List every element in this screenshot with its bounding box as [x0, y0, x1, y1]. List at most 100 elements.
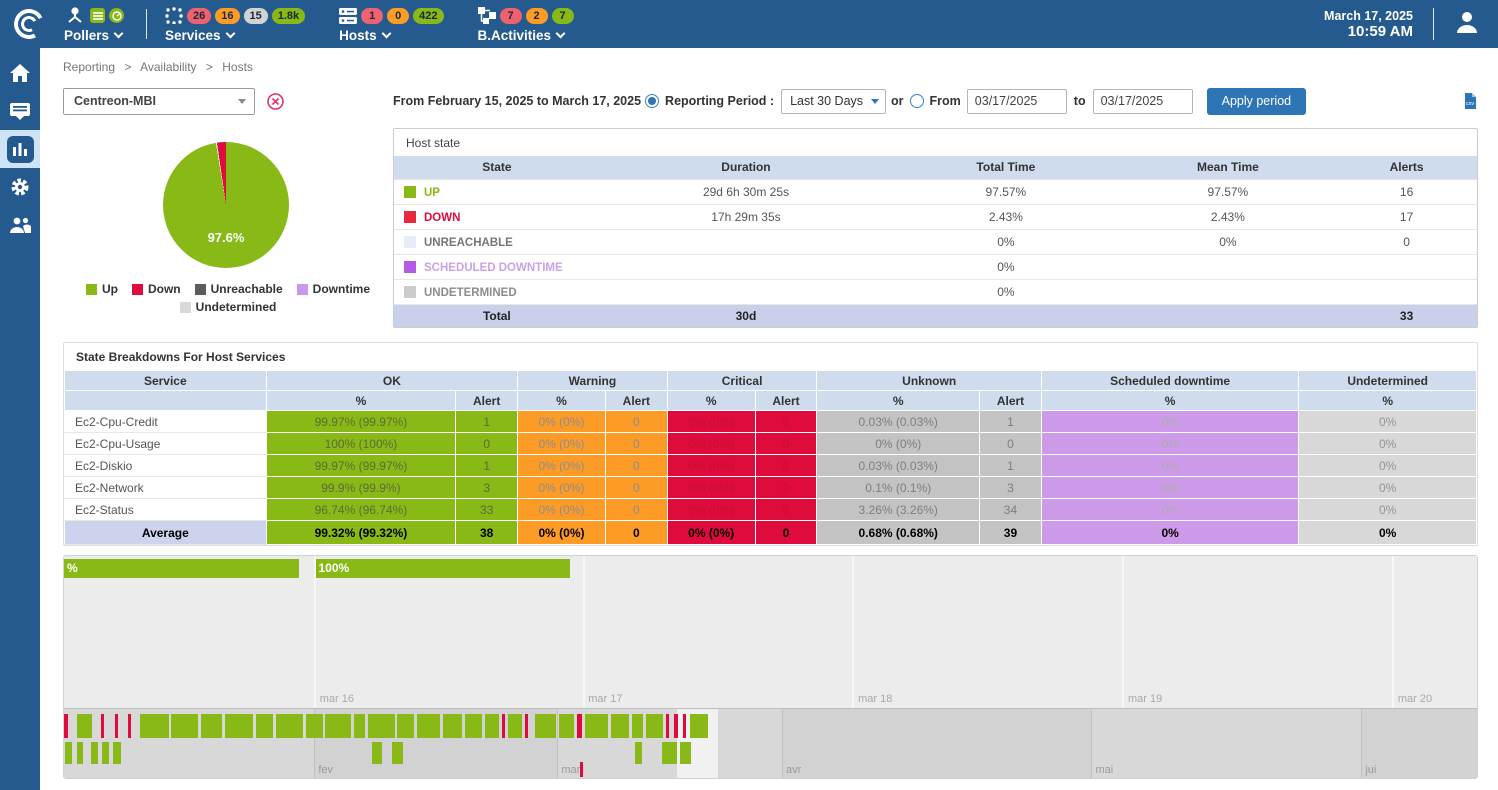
- up-total-time: 97.57%: [892, 178, 1120, 204]
- month-gridline: [314, 709, 316, 778]
- host-select-value: Centreon-MBI: [74, 94, 156, 108]
- undetermined-state-label: UNDETERMINED: [424, 286, 517, 299]
- alert-segment: [127, 714, 132, 738]
- sidebar-item-administration[interactable]: [0, 206, 40, 244]
- svg-text:csv: csv: [1466, 101, 1475, 107]
- poller-latency-icon: [109, 8, 124, 23]
- current-date: March 17, 2025: [1324, 8, 1413, 23]
- legend-undetermined-swatch: [179, 301, 191, 313]
- total-label: Total: [394, 303, 600, 327]
- centreon-logo[interactable]: [0, 5, 58, 43]
- export-csv-icon[interactable]: csv: [1462, 93, 1478, 109]
- breadcrumb-availability[interactable]: Availability: [140, 60, 197, 74]
- col-critical: Critical: [666, 370, 818, 391]
- total-alerts: 33: [1336, 303, 1477, 327]
- crit-pct: 0% (0%): [666, 454, 756, 477]
- up-duration: 29d 6h 30m 25s: [599, 178, 893, 204]
- uptime-bar: %: [64, 559, 299, 578]
- up-state-swatch: [404, 185, 416, 198]
- menu-pollers[interactable]: Pollers: [64, 6, 124, 43]
- custom-period-radio[interactable]: [909, 94, 924, 108]
- ok-segment: [610, 714, 630, 738]
- sidebar-item-configuration[interactable]: [0, 168, 40, 206]
- breakdown-service-row: Ec2-Cpu-Credit 99.97% (99.97%) 1 0% (0%) 0 0%…: [64, 410, 1477, 433]
- legend-unreachable-label: Unreachable: [210, 282, 283, 296]
- month-label: avr: [786, 764, 802, 776]
- clear-selection-icon[interactable]: [267, 92, 284, 110]
- timeline-navigator[interactable]: fev mar avr mai jui: [64, 708, 1477, 778]
- month-gridline: [1091, 709, 1093, 778]
- day-gridline: [1122, 556, 1125, 708]
- downtime-duration: [599, 253, 893, 279]
- to-date-input[interactable]: [1092, 88, 1193, 114]
- period-select[interactable]: Last 30 Days: [781, 88, 887, 114]
- from-date-input[interactable]: [966, 88, 1067, 114]
- unk-pct: 0.03% (0.03%): [816, 454, 981, 477]
- breadcrumb-hosts[interactable]: Hosts: [222, 60, 253, 74]
- menu-hosts-label: Hosts: [339, 27, 377, 43]
- col-scheduled-downtime: Scheduled downtime: [1040, 370, 1300, 391]
- ok-segment: [305, 714, 323, 738]
- apply-period-button[interactable]: Apply period: [1206, 87, 1307, 115]
- topbar-divider: [1433, 8, 1434, 40]
- hosts-down-badge[interactable]: 1: [361, 7, 384, 24]
- down-pct: 0%: [1040, 410, 1300, 433]
- sub-warn-alert: Alert: [604, 390, 668, 411]
- alert-segment: [665, 714, 670, 738]
- breakdown-average-row: Average 99.32% (99.32%) 38 0% (0%) 0 0% (0%) 0…: [64, 520, 1477, 545]
- ba-critical-badge[interactable]: 7: [499, 7, 522, 24]
- sub-unk-pct: %: [816, 390, 981, 411]
- or-label: or: [891, 94, 904, 108]
- hosts-up-badge[interactable]: 422: [413, 7, 444, 24]
- ok-segment: [275, 714, 303, 738]
- day-label: mar 20: [1397, 693, 1433, 705]
- host-select-arrow[interactable]: [230, 89, 254, 114]
- down-pct: 0%: [1040, 476, 1300, 499]
- down-state-label: DOWN: [424, 211, 461, 224]
- ok-segment: [256, 714, 274, 738]
- average-warn-alert: 0: [604, 520, 668, 545]
- down-state-swatch: [404, 210, 416, 223]
- unreachable-alerts: 0: [1336, 228, 1477, 254]
- ba-ok-badge[interactable]: 7: [551, 7, 574, 24]
- alert-segment: [64, 714, 68, 738]
- day-label: mar 16: [319, 693, 354, 705]
- services-pending-badge[interactable]: 15: [243, 7, 268, 24]
- undetermined-total-time: 0%: [892, 278, 1120, 304]
- sub-down-pct: %: [1040, 390, 1300, 411]
- ok-segment: [585, 714, 608, 738]
- reporting-period-radio[interactable]: [645, 94, 660, 108]
- ok-segment: [485, 714, 500, 738]
- gear-icon: [11, 178, 29, 196]
- hosts-icon: [339, 7, 358, 24]
- alert-segment: [524, 714, 529, 738]
- ok-segment: [65, 742, 72, 764]
- navigator-band: [1361, 709, 1477, 778]
- breakdown-panel: State Breakdowns For Host Services Servi…: [63, 342, 1478, 546]
- services-critical-badge[interactable]: 26: [187, 7, 212, 24]
- user-profile-icon[interactable]: [1454, 9, 1480, 40]
- sidebar-item-reporting[interactable]: [0, 130, 40, 168]
- day-label: mar 18: [858, 693, 893, 705]
- downtime-total-time: 0%: [892, 253, 1120, 279]
- hosts-unreachable-badge[interactable]: 0: [387, 7, 410, 24]
- host-select[interactable]: Centreon-MBI: [63, 87, 255, 115]
- breakdown-service-row: Ec2-Network 99.9% (99.9%) 3 0% (0%) 0 0% (0%)…: [64, 476, 1477, 499]
- sub-crit-alert: Alert: [754, 390, 818, 411]
- ok-segment: [391, 742, 404, 764]
- menu-services[interactable]: 26 16 15 1.8k Services: [165, 6, 306, 43]
- sidebar-item-monitoring[interactable]: [0, 92, 40, 130]
- period-range-text: From February 15, 2025 to March 17, 2025: [393, 94, 642, 108]
- breadcrumb-reporting[interactable]: Reporting: [63, 60, 116, 74]
- sidebar-item-home[interactable]: [0, 54, 40, 92]
- menu-bactivities[interactable]: 7 2 7 B.Activities: [477, 6, 574, 43]
- services-warning-badge[interactable]: 16: [215, 7, 240, 24]
- warn-alert: 0: [604, 432, 668, 455]
- host-state-pie-block: 97.6% Up Down Unreachable Downtime Undet…: [63, 128, 393, 328]
- services-ok-badge[interactable]: 1.8k: [271, 7, 306, 24]
- unk-alert: 34: [979, 498, 1042, 521]
- menu-hosts[interactable]: 1 0 422 Hosts: [339, 6, 444, 43]
- ba-warning-badge[interactable]: 2: [525, 7, 548, 24]
- pie-value-label: 97.6%: [207, 230, 245, 245]
